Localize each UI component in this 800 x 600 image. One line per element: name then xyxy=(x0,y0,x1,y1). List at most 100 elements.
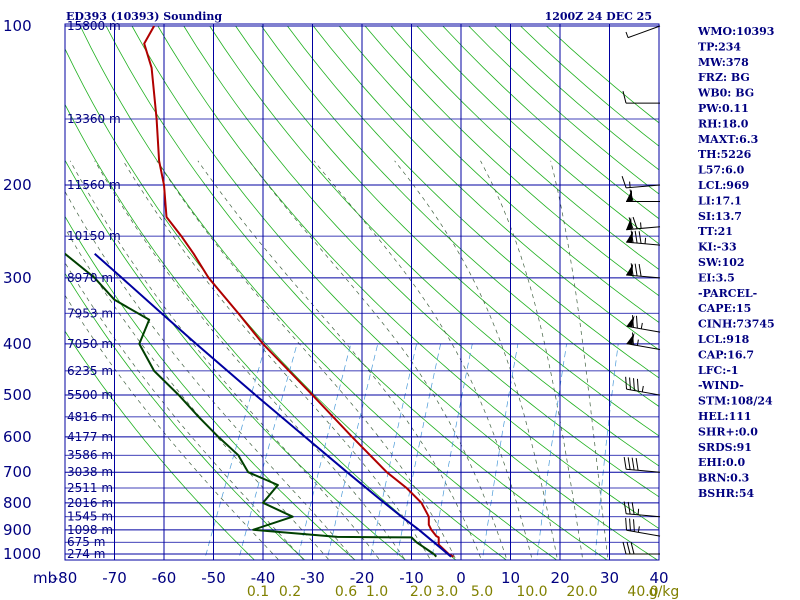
chart-subtitle: 1200Z 24 DEC 25 xyxy=(545,10,652,23)
wind-barb xyxy=(622,541,660,555)
index-entry: SHR+:0.0 xyxy=(698,425,758,438)
height-label: 11560 m xyxy=(67,178,121,192)
wind-barb xyxy=(626,315,661,333)
temperature-tick-label: 30 xyxy=(600,569,619,587)
index-entry: CAP:16.7 xyxy=(698,348,754,361)
moist-adiabat xyxy=(156,160,457,560)
height-label: 4177 m xyxy=(67,430,113,444)
index-entry: SRDS:91 xyxy=(698,441,752,454)
index-entry: BSHR:54 xyxy=(698,487,754,500)
mixing-ratio-label: 0.2 xyxy=(279,584,301,600)
wind-barb xyxy=(626,189,660,203)
moist-adiabat xyxy=(69,160,381,560)
dry-adiabat xyxy=(261,25,659,408)
moist-adiabat xyxy=(65,190,355,560)
index-entry: LCL:918 xyxy=(698,333,750,346)
index-entry: LFC:-1 xyxy=(698,364,739,377)
mixing-ratio-line xyxy=(594,343,619,560)
mixing-ratio-line xyxy=(396,343,441,560)
mixing-ratio-label: 1.0 xyxy=(366,584,388,600)
grid xyxy=(64,23,660,561)
wind-barb xyxy=(622,91,660,104)
height-label: 3586 m xyxy=(67,448,113,462)
temperature-tick-label: -40 xyxy=(251,569,276,587)
moist-adiabat xyxy=(480,160,584,560)
mixing-ratio-line xyxy=(326,343,379,560)
index-entry: SW:102 xyxy=(698,256,745,269)
dry-adiabat xyxy=(209,25,659,467)
mixing-ratio-line xyxy=(431,343,473,560)
chart-title: ED393 (10393) Sounding xyxy=(66,10,222,23)
height-label: 13360 m xyxy=(67,112,121,126)
height-label: 4816 m xyxy=(67,410,113,424)
dry-adiabat xyxy=(65,48,507,560)
index-entry: -PARCEL- xyxy=(698,287,757,300)
temperature-tick-label: 10 xyxy=(501,569,520,587)
index-entry: BRN:0.3 xyxy=(698,472,749,485)
mixing-ratio-label: 40.0 xyxy=(627,584,658,600)
height-label: 1545 m xyxy=(67,510,113,524)
indices-panel: WMO:10393 TP:234 MW:378 FRZ: BG WB0: BG PW:0.… xyxy=(697,25,775,500)
wind-barb xyxy=(626,332,661,351)
height-label: 2016 m xyxy=(67,496,113,510)
height-label: 15800 m xyxy=(67,19,121,33)
index-entry: WMO:10393 xyxy=(697,25,774,38)
pressure-tick-label: 400 xyxy=(3,335,32,353)
temperature-tick-label: -50 xyxy=(201,569,226,587)
dry-adiabat xyxy=(312,25,659,351)
dry-adiabat xyxy=(65,159,407,560)
mixing-ratio-label: 20.0 xyxy=(566,584,597,600)
parcel-profile xyxy=(94,253,452,558)
index-entry: MAXT:6.3 xyxy=(698,133,758,146)
temperature-tick-label: -10 xyxy=(399,569,424,587)
temperature-tick-label: -80 xyxy=(53,569,78,587)
dry-adiabat xyxy=(338,25,659,324)
pressure-tick-label: 600 xyxy=(3,428,32,446)
index-entry: WB0: BG xyxy=(697,87,754,100)
mixing-ratio-label: 0.6 xyxy=(335,584,357,600)
pressure-tick-label: 800 xyxy=(3,494,32,512)
index-entry: TH:5226 xyxy=(698,148,752,161)
pressure-tick-label: 300 xyxy=(3,269,32,287)
height-label: 5500 m xyxy=(67,388,113,402)
wind-barb xyxy=(625,517,661,537)
index-entry: CAPE:15 xyxy=(698,302,751,315)
temperature-profile xyxy=(143,25,455,558)
mixing-ratio-line xyxy=(204,343,267,560)
index-entry: STM:108/24 xyxy=(698,395,773,408)
moist-adiabat xyxy=(65,294,280,560)
height-label: 1098 m xyxy=(67,523,113,537)
index-entry: MW:378 xyxy=(698,56,749,69)
wind-barb xyxy=(623,501,661,518)
temperature-tick-label: -20 xyxy=(350,569,375,587)
wind-barb xyxy=(623,456,661,473)
pressure-tick-label: 500 xyxy=(3,386,32,404)
index-entry: FRZ: BG xyxy=(698,71,750,84)
pressure-tick-label: 100 xyxy=(3,17,32,35)
index-entry: EI:3.5 xyxy=(698,271,735,284)
wind-barb xyxy=(626,263,661,279)
mixing-ratio-line xyxy=(297,343,352,560)
pressure-tick-label: 700 xyxy=(3,463,32,481)
index-entry: HEL:111 xyxy=(698,410,752,423)
x-axis-unit-label: mb xyxy=(33,569,57,587)
profile-lines xyxy=(65,25,455,558)
mixing-ratio-line xyxy=(482,343,519,560)
moist-adiabat xyxy=(94,160,406,560)
moist-adiabat xyxy=(122,160,432,560)
index-entry: CINH:73745 xyxy=(698,318,775,331)
mixing-ratio-line xyxy=(369,343,417,560)
wind-barb xyxy=(626,230,661,246)
mixing-ratio-unit: g/kg xyxy=(649,584,680,600)
dry-adiabat xyxy=(157,25,659,529)
dry-adiabat xyxy=(79,25,558,560)
dry-adiabat xyxy=(235,25,659,437)
wind-barbs xyxy=(621,25,661,555)
index-entry: TP:234 xyxy=(698,40,741,53)
temperature-tick-label: 20 xyxy=(550,569,569,587)
moist-adiabat xyxy=(313,160,533,560)
moist-adiabat xyxy=(550,160,609,560)
